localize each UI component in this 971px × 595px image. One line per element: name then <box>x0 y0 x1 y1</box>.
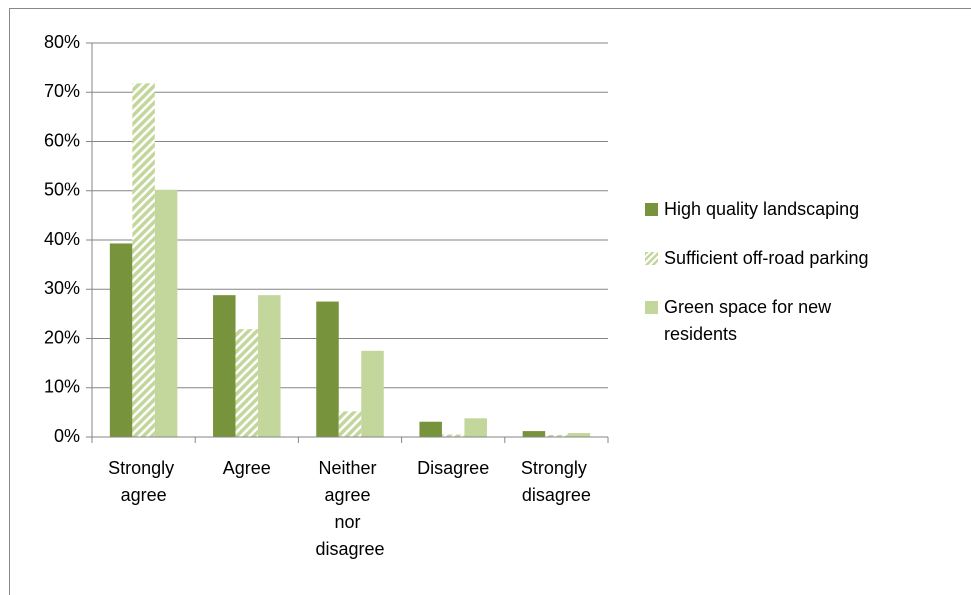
y-tick-label: 20% <box>44 327 80 347</box>
y-tick-label: 10% <box>44 377 80 397</box>
x-tick-label: Strongly agree <box>108 458 179 505</box>
legend-label: Green space for new residents <box>664 297 832 344</box>
legend-swatch <box>645 252 658 265</box>
legend: High quality landscaping Sufficient off-r… <box>645 196 965 370</box>
legend-item: High quality landscaping <box>645 196 965 223</box>
y-tick-label: 50% <box>44 180 80 200</box>
legend-label: Sufficient off-road parking <box>664 248 869 268</box>
bar <box>522 431 546 437</box>
chart-frame <box>9 8 971 595</box>
y-tick-label: 60% <box>44 130 80 150</box>
y-tick-label: 0% <box>54 426 80 446</box>
x-tick-label: Neither agree nor disagree <box>315 458 384 559</box>
bar <box>316 301 339 437</box>
x-tick-label: Disagree <box>417 458 489 478</box>
bar <box>213 295 236 437</box>
bar <box>235 329 259 437</box>
y-tick-label: 40% <box>44 229 80 249</box>
bar <box>441 434 465 437</box>
x-tick-label: Strongly disagree <box>521 458 592 505</box>
bar <box>258 295 281 437</box>
bar <box>154 189 178 437</box>
bar <box>419 421 442 437</box>
bar <box>567 433 591 437</box>
x-tick-label: Agree <box>223 458 271 478</box>
y-tick-label: 70% <box>44 81 80 101</box>
legend-item: Sufficient off-road parking <box>645 245 965 272</box>
legend-swatch <box>645 203 658 216</box>
bar <box>361 350 384 437</box>
bar <box>132 83 155 437</box>
legend-item: Green space for new residents <box>645 294 965 348</box>
bar <box>464 418 487 437</box>
legend-label: High quality landscaping <box>664 199 860 219</box>
bar <box>109 243 133 437</box>
bar <box>338 411 362 437</box>
bar <box>545 435 568 437</box>
y-tick-label: 30% <box>44 278 80 298</box>
legend-swatch <box>645 301 658 314</box>
y-tick-label: 80% <box>44 32 80 52</box>
